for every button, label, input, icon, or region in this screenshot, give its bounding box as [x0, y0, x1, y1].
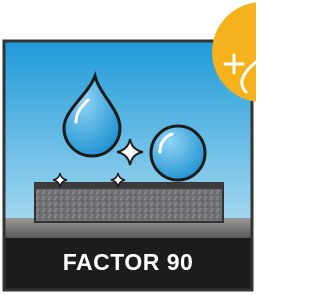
- page: {"label": "FACTOR 90"}: [0, 0, 256, 295]
- slab: [35, 183, 223, 222]
- product-icon: FACTOR 90: [0, 0, 256, 295]
- product-label: FACTOR 90: [63, 249, 194, 275]
